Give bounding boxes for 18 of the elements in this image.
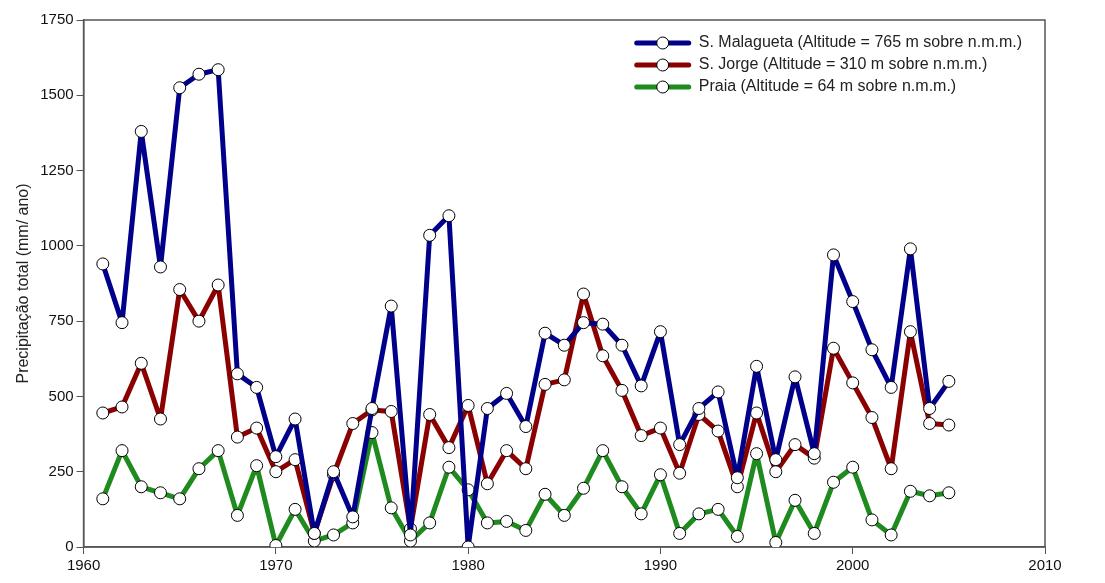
- x-tick-label: 1970: [259, 556, 293, 574]
- y-tick-label: 1250: [40, 160, 74, 178]
- legend-label: S. Jorge (Altitude = 310 m sobre n.m.m.): [698, 55, 988, 73]
- y-tick-label: 250: [48, 461, 74, 479]
- y-tick-label: 500: [48, 386, 74, 404]
- x-tick-label: 1960: [66, 556, 101, 574]
- y-axis-title: Precipitação total (mm/ ano): [14, 183, 32, 384]
- y-tick-label: 750: [48, 311, 74, 329]
- x-tick-label: 1980: [451, 556, 485, 574]
- y-tick-label: 1500: [40, 85, 74, 103]
- legend-label: Praia (Altitude = 64 m sobre n.m.m.): [698, 77, 957, 95]
- x-tick-label: 1990: [643, 556, 678, 574]
- legend-label: S. Malagueta (Altitude = 765 m sobre n.m.m.): [698, 33, 1023, 51]
- x-tick-label: 2000: [836, 556, 870, 574]
- y-tick-label: 1000: [40, 236, 74, 253]
- y-tick-label: 0: [65, 537, 74, 555]
- x-tick-label: 2010: [1028, 556, 1062, 574]
- y-tick-label: 1750: [40, 10, 74, 28]
